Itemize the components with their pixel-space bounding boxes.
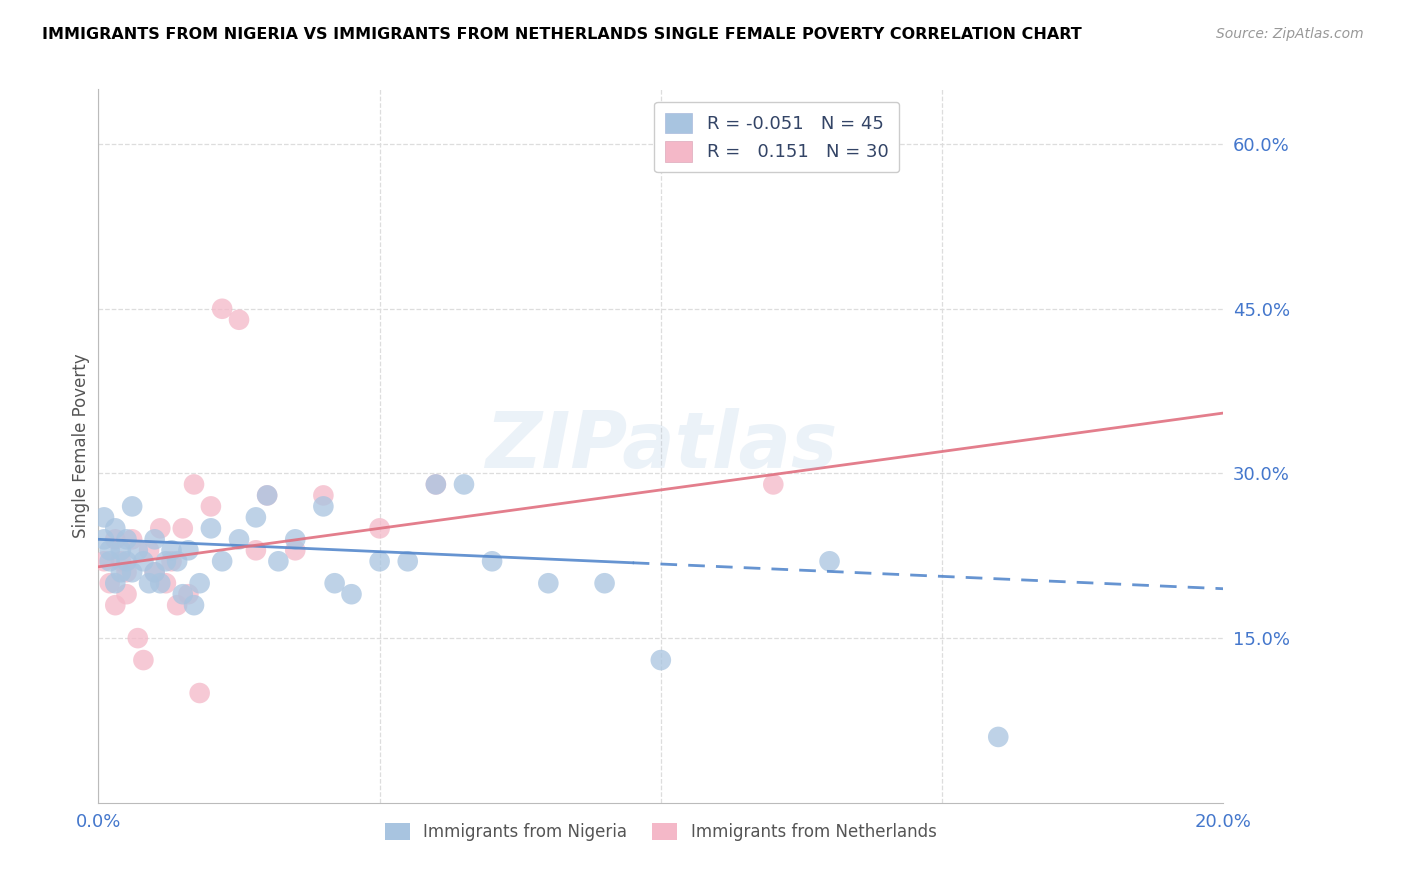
Point bbox=[200, 500, 222, 514]
Point bbox=[93, 554, 115, 568]
Point bbox=[115, 554, 138, 568]
Point bbox=[93, 533, 115, 547]
Point bbox=[143, 566, 166, 580]
Text: Source: ZipAtlas.com: Source: ZipAtlas.com bbox=[1216, 27, 1364, 41]
Point bbox=[115, 566, 138, 580]
Point bbox=[149, 576, 172, 591]
Point bbox=[284, 533, 307, 547]
Point bbox=[245, 543, 267, 558]
Text: IMMIGRANTS FROM NIGERIA VS IMMIGRANTS FROM NETHERLANDS SINGLE FEMALE POVERTY COR: IMMIGRANTS FROM NIGERIA VS IMMIGRANTS FR… bbox=[42, 27, 1083, 42]
Point bbox=[368, 554, 391, 568]
Point bbox=[256, 488, 278, 502]
Point bbox=[425, 477, 447, 491]
Point bbox=[115, 587, 138, 601]
Point bbox=[127, 631, 149, 645]
Point bbox=[537, 576, 560, 591]
Point bbox=[284, 543, 307, 558]
Y-axis label: Single Female Poverty: Single Female Poverty bbox=[72, 354, 90, 538]
Point bbox=[93, 510, 115, 524]
Point bbox=[172, 587, 194, 601]
Point bbox=[98, 576, 121, 591]
Point bbox=[183, 477, 205, 491]
Point bbox=[256, 488, 278, 502]
Point bbox=[127, 543, 149, 558]
Point bbox=[818, 554, 841, 568]
Point bbox=[245, 510, 267, 524]
Point bbox=[155, 576, 177, 591]
Point bbox=[104, 533, 127, 547]
Point bbox=[183, 598, 205, 612]
Point bbox=[228, 533, 250, 547]
Point bbox=[188, 576, 211, 591]
Point bbox=[166, 598, 188, 612]
Point bbox=[481, 554, 503, 568]
Point bbox=[172, 521, 194, 535]
Point bbox=[110, 543, 132, 558]
Text: ZIPatlas: ZIPatlas bbox=[485, 408, 837, 484]
Point bbox=[98, 543, 121, 558]
Point bbox=[200, 521, 222, 535]
Point bbox=[425, 477, 447, 491]
Point bbox=[312, 500, 335, 514]
Point bbox=[143, 566, 166, 580]
Point bbox=[115, 533, 138, 547]
Point bbox=[149, 521, 172, 535]
Point bbox=[188, 686, 211, 700]
Point bbox=[987, 730, 1010, 744]
Point bbox=[368, 521, 391, 535]
Point bbox=[143, 533, 166, 547]
Point bbox=[211, 554, 233, 568]
Point bbox=[593, 576, 616, 591]
Point bbox=[160, 554, 183, 568]
Point bbox=[98, 554, 121, 568]
Point bbox=[228, 312, 250, 326]
Point bbox=[138, 543, 160, 558]
Point bbox=[177, 543, 200, 558]
Point bbox=[323, 576, 346, 591]
Point bbox=[396, 554, 419, 568]
Point bbox=[177, 587, 200, 601]
Point bbox=[121, 533, 143, 547]
Legend: Immigrants from Nigeria, Immigrants from Netherlands: Immigrants from Nigeria, Immigrants from… bbox=[378, 816, 943, 848]
Point bbox=[104, 576, 127, 591]
Point bbox=[110, 554, 132, 568]
Point bbox=[104, 598, 127, 612]
Point bbox=[762, 477, 785, 491]
Point bbox=[340, 587, 363, 601]
Point bbox=[121, 566, 143, 580]
Point bbox=[132, 653, 155, 667]
Point bbox=[121, 500, 143, 514]
Point bbox=[132, 554, 155, 568]
Point bbox=[267, 554, 290, 568]
Point bbox=[138, 576, 160, 591]
Point bbox=[211, 301, 233, 316]
Point bbox=[312, 488, 335, 502]
Point bbox=[650, 653, 672, 667]
Point bbox=[160, 543, 183, 558]
Point bbox=[155, 554, 177, 568]
Point bbox=[166, 554, 188, 568]
Point bbox=[110, 566, 132, 580]
Point bbox=[453, 477, 475, 491]
Point bbox=[104, 521, 127, 535]
